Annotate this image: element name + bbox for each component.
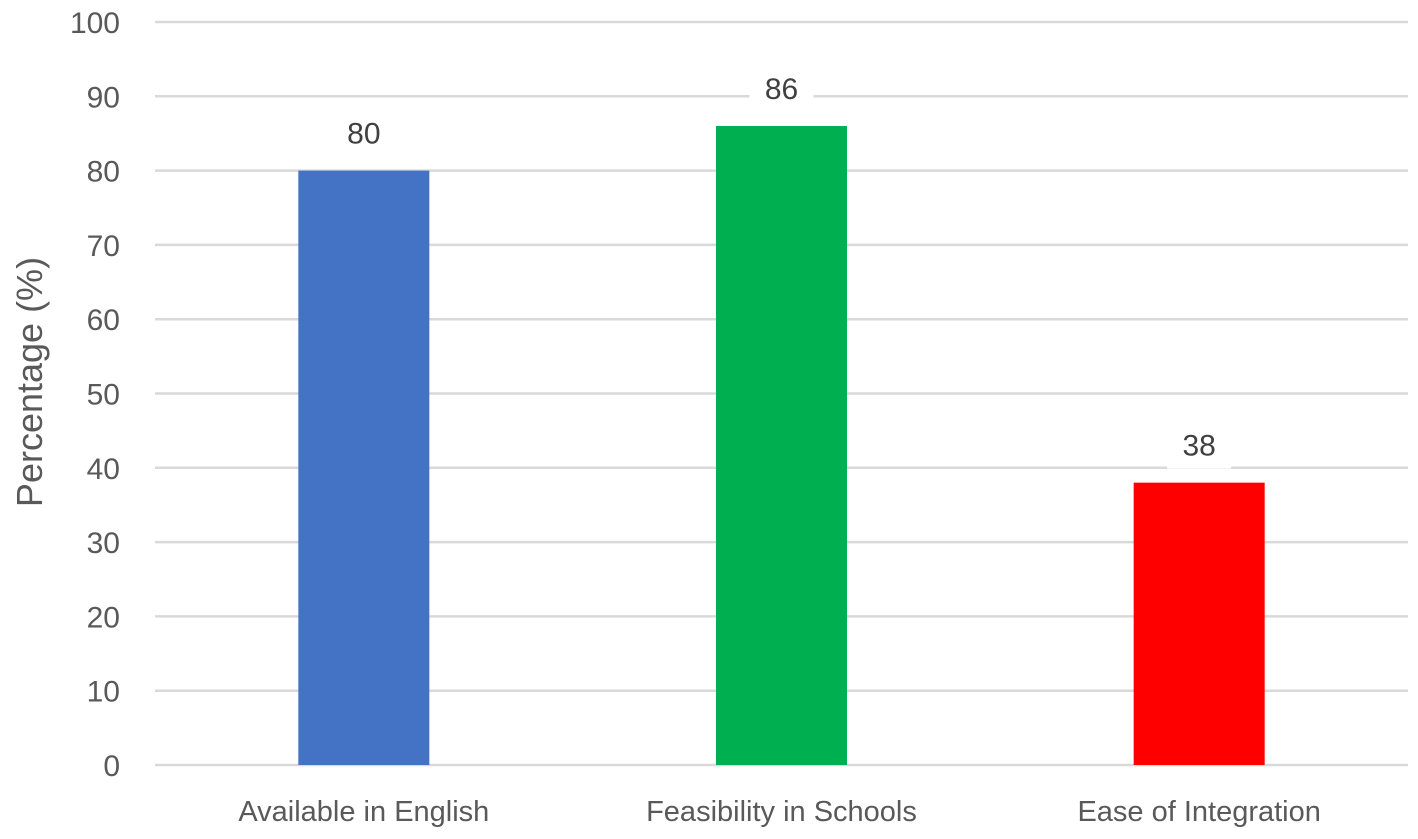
y-axis-ticks: 0 10 20 30 40 50 60 70 80 90 100 <box>70 7 120 783</box>
y-tick-label: 0 <box>103 750 120 783</box>
y-tick-label: 100 <box>70 7 120 40</box>
y-tick-label: 60 <box>87 304 120 337</box>
y-tick-label: 30 <box>87 527 120 560</box>
x-category-label: Feasibility in Schools <box>646 796 917 828</box>
x-category-label: Available in English <box>238 796 489 828</box>
bars: 80 86 38 <box>298 68 1265 766</box>
y-tick-label: 40 <box>87 453 120 486</box>
x-axis-categories: Available in English Feasibility in Schoo… <box>238 796 1321 828</box>
data-label-background <box>1167 424 1232 469</box>
bar <box>298 170 430 766</box>
data-label: 86 <box>765 73 798 106</box>
y-tick-label: 10 <box>87 676 120 709</box>
data-label-background <box>331 112 396 157</box>
y-tick-label: 90 <box>87 81 120 114</box>
bar <box>716 126 847 765</box>
data-label: 80 <box>347 118 380 151</box>
data-label: 38 <box>1182 430 1215 463</box>
y-tick-label: 70 <box>87 230 120 263</box>
y-tick-label: 50 <box>87 379 120 412</box>
y-axis-label: Percentage (%) <box>9 257 50 507</box>
y-tick-label: 20 <box>87 601 120 634</box>
data-label-background <box>749 68 814 113</box>
x-category-label: Ease of Integration <box>1077 796 1320 828</box>
bar <box>1133 482 1265 765</box>
y-tick-label: 80 <box>87 156 120 189</box>
